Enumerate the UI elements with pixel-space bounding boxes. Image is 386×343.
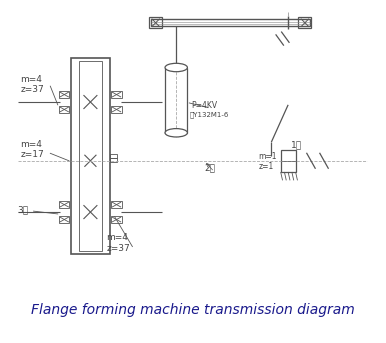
Text: 3轴: 3轴 — [18, 206, 29, 215]
Bar — [59, 106, 69, 113]
Bar — [298, 17, 312, 28]
Bar — [112, 201, 122, 208]
Bar — [151, 19, 310, 26]
Bar — [112, 91, 122, 98]
Text: m=1: m=1 — [258, 152, 277, 161]
Text: 型Y132M1-6: 型Y132M1-6 — [189, 112, 229, 118]
Text: P=4KV: P=4KV — [191, 101, 217, 110]
Text: 1轴: 1轴 — [291, 140, 302, 150]
Bar — [281, 150, 296, 172]
Bar — [112, 106, 122, 113]
Text: Flange forming machine transmission diagram: Flange forming machine transmission diag… — [31, 303, 355, 317]
Bar — [110, 158, 117, 162]
Ellipse shape — [165, 63, 188, 72]
Bar — [59, 91, 69, 98]
Text: m=4
z=17: m=4 z=17 — [20, 140, 44, 159]
Bar — [149, 17, 162, 28]
Bar — [165, 68, 188, 133]
Bar — [112, 216, 122, 223]
Text: z=1: z=1 — [258, 162, 274, 171]
Bar — [59, 201, 69, 208]
Text: m=4
z=37: m=4 z=37 — [106, 233, 130, 252]
Bar — [71, 58, 110, 254]
Text: m=4
z=37: m=4 z=37 — [20, 74, 44, 94]
Bar — [59, 216, 69, 223]
Bar — [110, 154, 117, 158]
Text: 2轴: 2轴 — [204, 164, 215, 173]
Ellipse shape — [165, 129, 188, 137]
Bar — [79, 61, 102, 251]
